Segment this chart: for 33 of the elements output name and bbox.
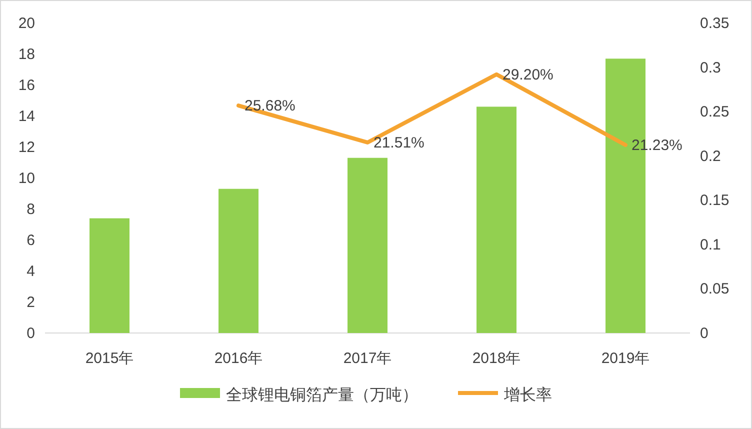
xtick: 2015年 <box>85 350 134 367</box>
y2tick: 0 <box>700 325 708 342</box>
xtick: 2017年 <box>343 350 392 367</box>
y2tick: 0.25 <box>700 104 730 121</box>
ytick: 8 <box>26 201 35 218</box>
label: 25.68% <box>244 98 296 115</box>
bar <box>348 158 388 333</box>
ytick: 18 <box>18 46 35 63</box>
bar <box>218 188 258 333</box>
legend: 增长率 <box>504 387 552 404</box>
ytick: 6 <box>26 232 35 249</box>
ytick: 20 <box>18 15 35 32</box>
y2tick: 0.3 <box>700 59 721 76</box>
ytick: 10 <box>18 170 35 187</box>
y2tick: 0.15 <box>700 192 730 210</box>
y2tick: 0.35 <box>700 15 730 32</box>
label: 21.51% <box>374 134 424 152</box>
xtick: 2016年 <box>214 350 263 367</box>
y2tick: 0.2 <box>700 148 721 165</box>
legend: 全球锂电铜箔产量（万吨） <box>226 387 418 404</box>
ytick: 16 <box>18 77 35 94</box>
xtick: 2019年 <box>601 350 650 367</box>
label: 29.20% <box>502 66 554 84</box>
ytick: 0 <box>26 325 35 342</box>
bar <box>476 106 516 333</box>
ytick: 14 <box>18 108 35 125</box>
y2tick: 0.05 <box>700 280 730 298</box>
ytick: 4 <box>26 263 35 280</box>
bar <box>90 218 130 333</box>
y2tick: 0.1 <box>700 236 721 254</box>
xtick: 2018年 <box>472 350 521 367</box>
ytick: 2 <box>26 294 35 311</box>
ytick: 12 <box>18 139 35 156</box>
